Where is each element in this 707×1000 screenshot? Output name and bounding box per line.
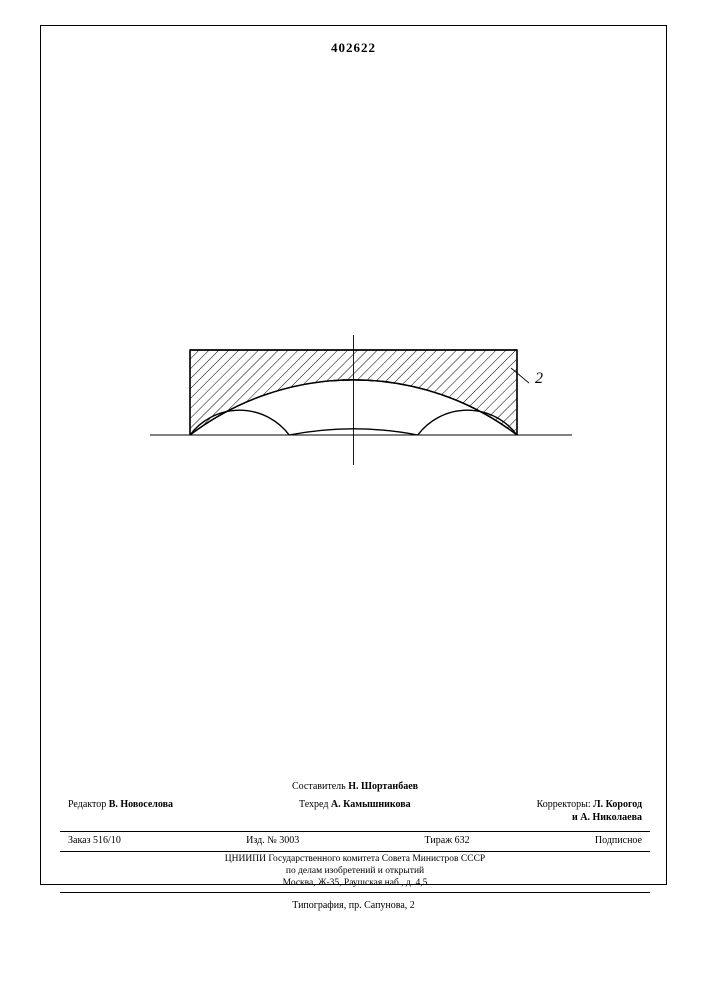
- techred-name: А. Камышникова: [331, 799, 411, 810]
- divider: [60, 831, 650, 832]
- tiraj-label: Тираж: [425, 835, 453, 846]
- org-addr: Москва, Ж-35, Раушская наб., д. 4,5: [60, 878, 650, 890]
- svg-text:2: 2: [535, 370, 543, 387]
- tiraj-value: 632: [455, 835, 470, 846]
- credits-block: Составитель Н. Шортанбаев Редактор В. Но…: [60, 780, 650, 895]
- editor-label: Редактор: [68, 799, 106, 810]
- izd-label: Изд. №: [246, 835, 277, 846]
- typography-line: Типография, пр. Сапунова, 2: [0, 900, 707, 911]
- editor-name: В. Новоселова: [109, 799, 173, 810]
- compiler-label: Составитель: [292, 781, 346, 792]
- divider: [60, 892, 650, 893]
- org-line-2: по делам изобретений и открытий: [60, 866, 650, 878]
- order-value: 516/10: [93, 835, 121, 846]
- podpisnoe: Подписное: [595, 834, 642, 848]
- org-line-1: ЦНИИПИ Государственного комитета Совета …: [60, 854, 650, 866]
- compiler-name: Н. Шортанбаев: [348, 781, 418, 792]
- document-number: 402622: [0, 40, 707, 56]
- techred-label: Техред: [299, 799, 328, 810]
- izd-value: 3003: [279, 835, 299, 846]
- divider: [60, 851, 650, 852]
- correctors-label: Корректоры:: [537, 799, 591, 810]
- order-label: Заказ: [68, 835, 91, 846]
- technical-figure: 2: [130, 310, 577, 480]
